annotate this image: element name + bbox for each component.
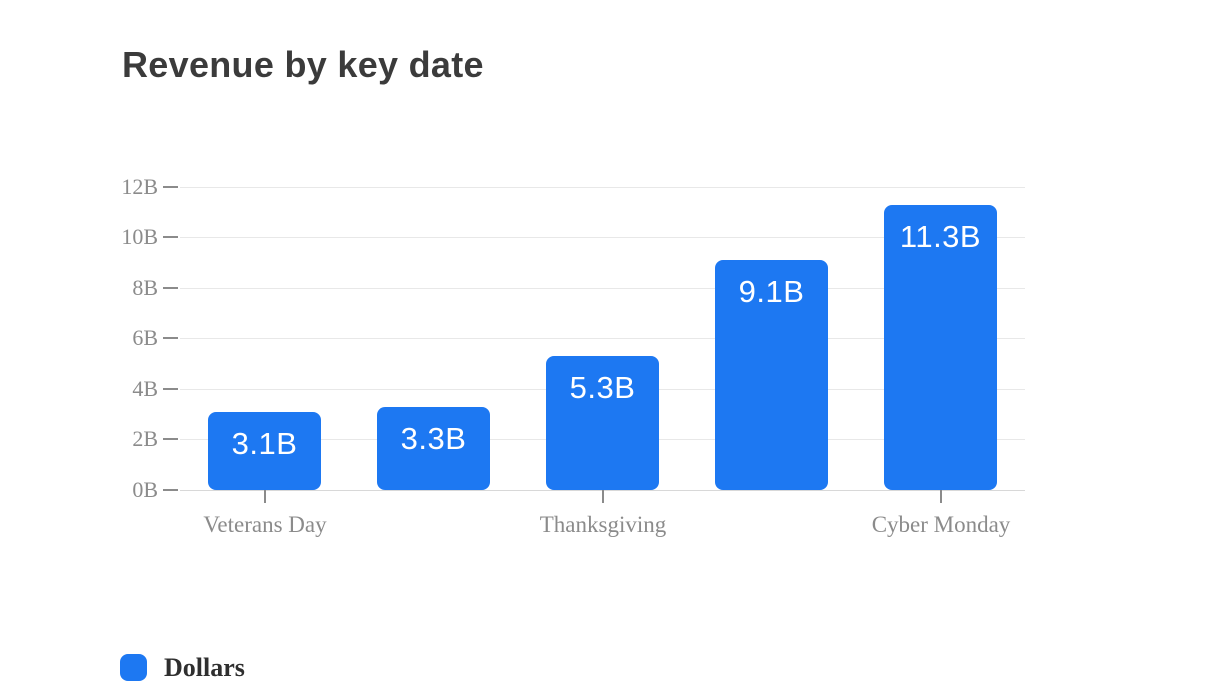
x-axis-tick [940,490,942,503]
bar: 5.3B [546,356,659,490]
y-axis-tick [163,337,178,339]
bar-value-label: 11.3B [899,219,982,254]
gridline [180,237,1025,238]
bar-value-label: 5.3B [569,370,636,405]
gridline [180,288,1025,289]
legend-swatch [120,654,147,681]
bar: 3.1B [208,412,321,490]
y-tick-label: 0B [132,477,158,502]
legend: Dollars [120,654,245,681]
y-tick-label: 6B [132,325,158,350]
y-tick-label: 12B [121,174,158,199]
y-tick-label: 8B [132,275,158,300]
x-tick-label: Thanksgiving [539,512,667,537]
y-tick-label: 10B [121,224,158,249]
x-axis-tick [602,490,604,503]
y-axis-tick [163,186,178,188]
x-axis-tick [264,490,266,503]
x-tick-label: Veterans Day [203,512,327,537]
bar-value-label: 9.1B [738,274,805,309]
x-tick-label: Cyber Monday [871,512,1011,537]
bar: 9.1B [715,260,828,490]
y-axis-tick [163,236,178,238]
bar-value-label: 3.1B [231,426,298,461]
bar-value-label: 3.3B [400,421,467,456]
y-axis-tick [163,438,178,440]
y-axis-tick [163,388,178,390]
legend-label: Dollars [164,653,245,682]
y-tick-label: 4B [132,376,158,401]
y-axis-tick [163,489,178,491]
y-axis-tick [163,287,178,289]
gridline [180,338,1025,339]
bar: 3.3B [377,407,490,490]
chart-title: Revenue by key date [122,44,484,85]
y-tick-label: 2B [132,426,158,451]
bar: 11.3B [884,205,997,490]
gridline [180,187,1025,188]
